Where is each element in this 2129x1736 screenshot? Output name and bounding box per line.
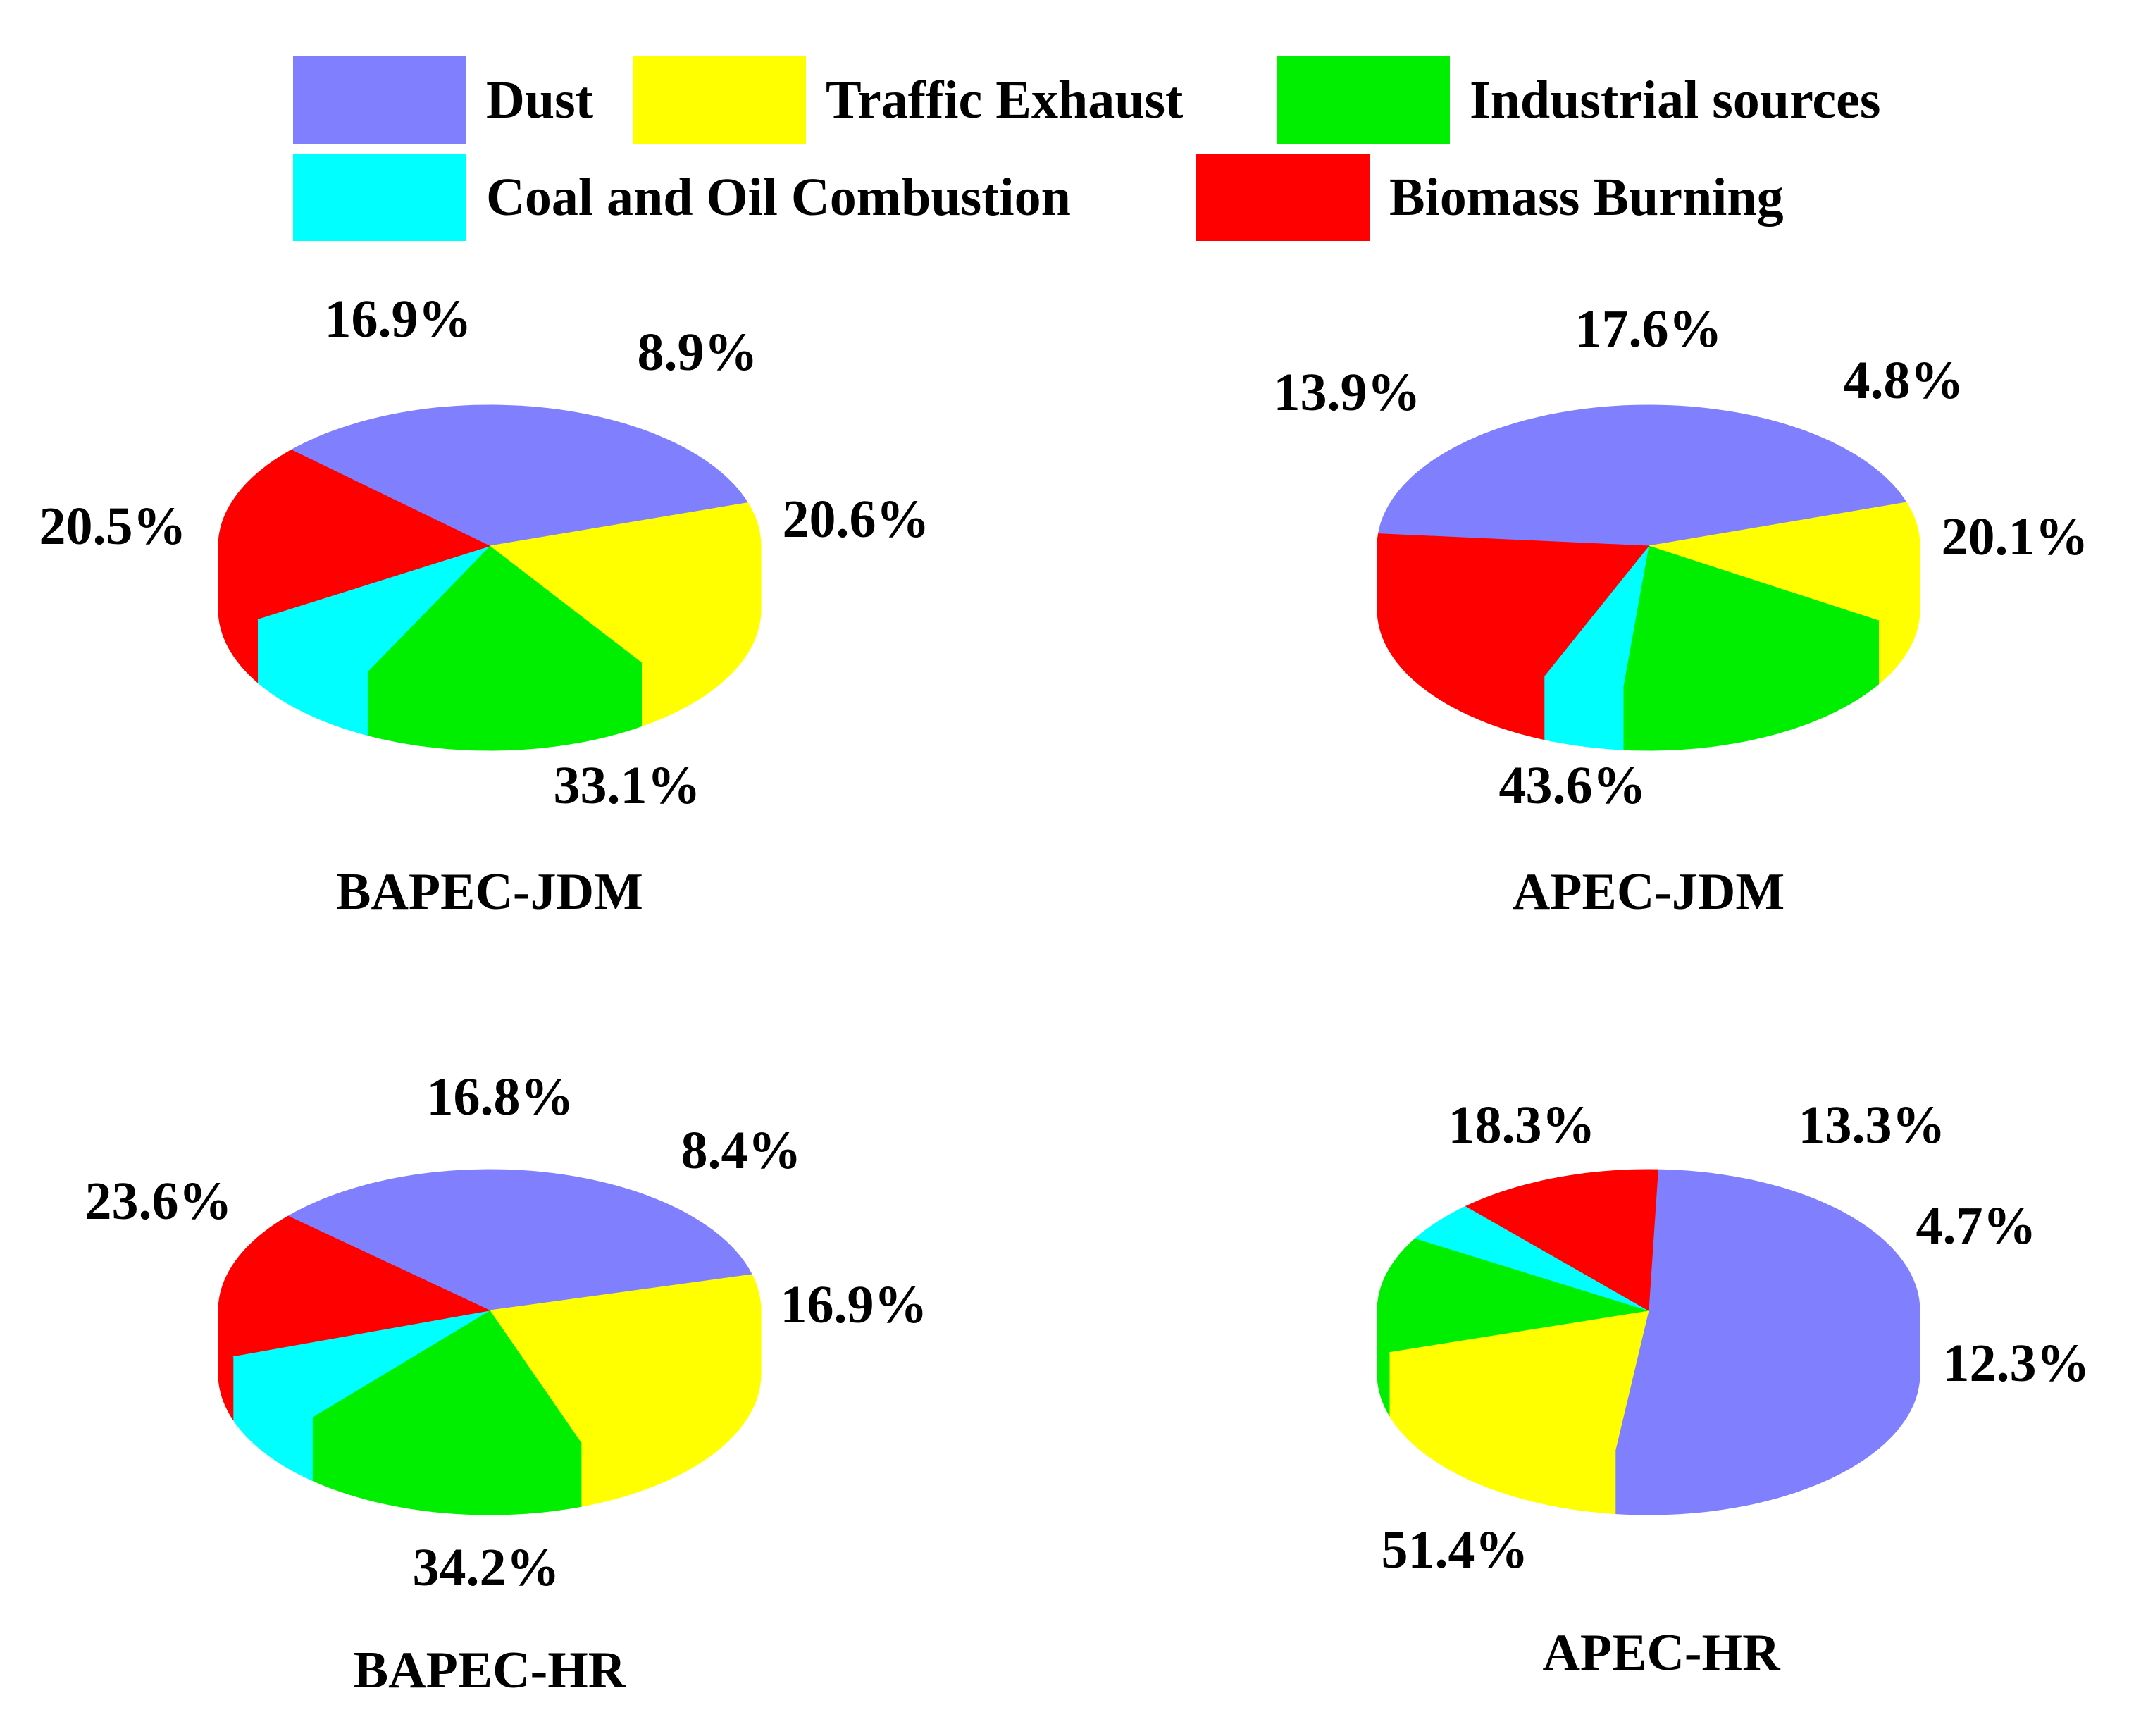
- pie-label-apec-jdm-industrial-sources: 17.6%: [1575, 299, 1723, 359]
- pie-label-apec-jdm-dust: 43.6%: [1499, 756, 1646, 815]
- pie-slice-apec-jdm-traffic-exhaust: [1648, 502, 1920, 621]
- pie-label-bapec-hr-coal-and-oil-combustion: 8.4%: [681, 1121, 802, 1180]
- pie-slice-apec-hr-biomass-burning: [1465, 1169, 1658, 1311]
- pie-sides-bapec-jdm: [218, 545, 762, 751]
- pie-title-bapec-jdm: BAPEC-JDM: [336, 863, 643, 921]
- pie-label-apec-hr-coal-and-oil-combustion: 4.7%: [1916, 1196, 2037, 1256]
- pie-label-apec-jdm-coal-and-oil-combustion: 4.8%: [1844, 351, 1964, 410]
- legend-label-biomass-burning: Biomass Burning: [1389, 167, 1784, 227]
- pie-label-apec-jdm-biomass-burning: 20.1%: [1942, 507, 2089, 566]
- pie-label-bapec-hr-traffic-exhaust: 23.6%: [85, 1172, 232, 1231]
- pie-label-bapec-hr-dust: 34.2%: [413, 1538, 560, 1597]
- pie-label-bapec-jdm-traffic-exhaust: 20.5%: [39, 497, 187, 556]
- pie-slice-apec-hr-coal-and-oil-combustion: [1415, 1205, 1649, 1311]
- pie-slice-bapec-hr-dust: [287, 1169, 753, 1311]
- pie-label-bapec-jdm-biomass-burning: 20.6%: [783, 490, 930, 549]
- pie-sides-apec-jdm: [1377, 545, 1920, 751]
- pie-slice-bapec-hr-industrial-sources: [311, 1310, 582, 1452]
- pie-label-apec-hr-industrial-sources: 13.3%: [1799, 1096, 1946, 1155]
- legend-swatch-dust: [293, 56, 466, 144]
- pie-slice-bapec-jdm-dust: [290, 404, 749, 547]
- legend-item-biomass-burning: Biomass Burning: [1196, 154, 1784, 241]
- pie-label-bapec-jdm-industrial-sources: 16.9%: [325, 290, 472, 349]
- pie-label-apec-hr-dust: 51.4%: [1382, 1520, 1529, 1580]
- pie-label-bapec-hr-biomass-burning: 16.9%: [781, 1275, 928, 1334]
- pie-slice-bapec-jdm-biomass-burning: [218, 450, 491, 620]
- pie-chart-bapec-hr: 34.2% 23.6% 16.8% 8.4% 16.9% BAPEC-HR: [85, 1067, 928, 1699]
- legend-swatch-biomass-burning: [1196, 154, 1370, 241]
- pie-slice-apec-hr-industrial-sources: [1377, 1238, 1649, 1353]
- legend-label-traffic-exhaust: Traffic Exhaust: [826, 70, 1184, 130]
- pie-slice-apec-jdm-biomass-burning: [1377, 533, 1650, 677]
- pie-side-apec-jdm-coal-and-oil-combustion: [1544, 675, 1624, 750]
- legend-label-industrial-sources: Industrial sources: [1470, 70, 1881, 130]
- pie-slice-bapec-jdm-coal-and-oil-combustion: [256, 545, 490, 673]
- pie-title-bapec-hr: BAPEC-HR: [354, 1642, 627, 1699]
- pie-chart-apec-hr: 51.4% 18.3% 13.3% 4.7% 12.3% APEC-HR: [1377, 1096, 2090, 1682]
- legend-label-dust: Dust: [486, 70, 594, 130]
- pie-slice-bapec-hr-traffic-exhaust: [489, 1274, 762, 1444]
- pie-label-apec-hr-traffic-exhaust: 18.3%: [1448, 1096, 1596, 1155]
- legend-label-coal-oil-combustion: Coal and Oil Combustion: [486, 167, 1071, 227]
- legend-swatch-traffic-exhaust: [633, 56, 806, 144]
- pie-title-apec-hr: APEC-HR: [1542, 1624, 1781, 1682]
- pie-title-apec-jdm: APEC-JDM: [1513, 863, 1784, 921]
- pie-slice-bapec-hr-coal-and-oil-combustion: [232, 1310, 490, 1418]
- pie-slice-bapec-jdm-industrial-sources: [366, 545, 643, 688]
- pie-slice-bapec-hr-biomass-burning: [218, 1215, 491, 1357]
- pie-slice-apec-hr-traffic-exhaust: [1389, 1310, 1649, 1451]
- pie-slice-apec-hr-dust: [1615, 1169, 1920, 1452]
- pie-label-apec-hr-biomass-burning: 12.3%: [1943, 1334, 2090, 1393]
- pie-label-apec-jdm-traffic-exhaust: 13.9%: [1274, 363, 1421, 422]
- legend-swatch-coal-oil-combustion: [293, 154, 466, 241]
- pie-sides-bapec-hr: [218, 1310, 762, 1515]
- pie-slice-apec-jdm-industrial-sources: [1622, 545, 1880, 688]
- pie-chart-apec-jdm: 43.6% 13.9% 17.6% 4.8% 20.1% APEC-JDM: [1274, 299, 2089, 921]
- pie-slice-apec-jdm-coal-and-oil-combustion: [1543, 545, 1649, 687]
- pie-slice-apec-jdm-dust: [1377, 404, 1907, 547]
- pie-label-bapec-hr-industrial-sources: 16.8%: [427, 1067, 574, 1127]
- legend-item-traffic-exhaust: Traffic Exhaust: [633, 56, 1183, 144]
- legend-item-dust: Dust: [293, 56, 593, 144]
- pie-label-bapec-jdm-dust: 33.1%: [554, 756, 701, 815]
- pie-chart-bapec-jdm: 33.1% 20.5% 16.9% 8.9% 20.6% BAPEC-JDM: [39, 290, 930, 921]
- legend-swatch-industrial-sources: [1277, 56, 1450, 144]
- pie-slice-bapec-jdm-traffic-exhaust: [488, 502, 762, 664]
- legend: Dust Traffic Exhaust Industrial sources …: [0, 0, 2129, 254]
- legend-item-coal-oil-combustion: Coal and Oil Combustion: [293, 154, 1071, 241]
- legend-item-industrial-sources: Industrial sources: [1277, 56, 1880, 144]
- pie-label-bapec-jdm-coal-and-oil-combustion: 8.9%: [638, 323, 758, 382]
